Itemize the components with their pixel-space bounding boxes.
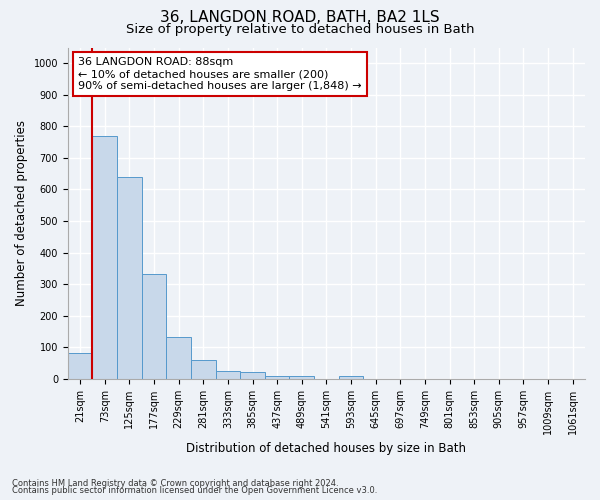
Bar [92, 136, 117, 378]
Bar [215, 371, 240, 378]
Text: 36 LANGDON ROAD: 88sqm
← 10% of detached houses are smaller (200)
90% of semi-de: 36 LANGDON ROAD: 88sqm ← 10% of detached… [78, 58, 362, 90]
Bar [142, 274, 166, 378]
Bar [265, 376, 289, 378]
Bar [191, 360, 215, 378]
Bar [68, 352, 92, 378]
Text: 36, LANGDON ROAD, BATH, BA2 1LS: 36, LANGDON ROAD, BATH, BA2 1LS [160, 10, 440, 25]
Bar [117, 177, 142, 378]
Bar [289, 376, 314, 378]
X-axis label: Distribution of detached houses by size in Bath: Distribution of detached houses by size … [187, 442, 466, 455]
Y-axis label: Number of detached properties: Number of detached properties [15, 120, 28, 306]
Text: Contains HM Land Registry data © Crown copyright and database right 2024.: Contains HM Land Registry data © Crown c… [12, 478, 338, 488]
Text: Contains public sector information licensed under the Open Government Licence v3: Contains public sector information licen… [12, 486, 377, 495]
Bar [166, 336, 191, 378]
Bar [240, 372, 265, 378]
Bar [339, 376, 364, 378]
Text: Size of property relative to detached houses in Bath: Size of property relative to detached ho… [126, 22, 474, 36]
